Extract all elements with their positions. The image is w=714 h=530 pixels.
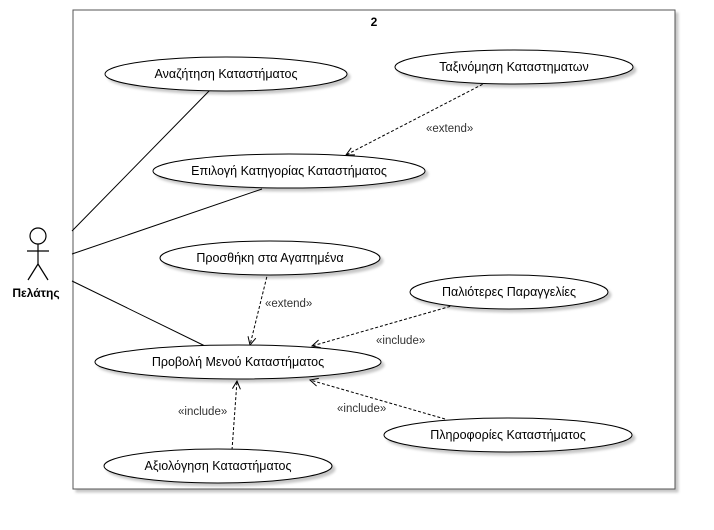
actor-right-leg [37,263,49,281]
dependencies: «extend» «extend» «include» «include» «i… [178,81,488,451]
use-case-label: Ταξινόμηση Καταστηματων [439,60,589,74]
include-arrow-info [310,380,446,420]
include-label-past-orders: «include» [376,335,425,347]
association-search [71,88,212,232]
extend-arrow-favorites [250,271,269,345]
use-case-past-orders[interactable]: Παλιότερες Παραγγελίες [409,274,609,310]
include-label-rate: «include» [178,406,227,418]
use-case-rate-store[interactable]: Αξιολόγηση Καταστήματος [103,448,333,484]
use-case-label: Αξιολόγηση Καταστήματος [145,459,292,473]
use-case-label: Πληροφορίες Καταστήματος [430,428,585,442]
actor-name: Πελάτης [12,286,59,300]
extend-label-sort: «extend» [426,123,473,135]
use-case-search-store[interactable]: Αναζήτηση Καταστήματος [104,56,348,92]
use-case-label: Προσθήκη στα Αγαπημένα [196,251,343,265]
actor-customer[interactable]: Πελάτης [12,227,60,300]
use-case-add-favorites[interactable]: Προσθήκη στα Αγαπημένα [159,240,381,276]
extend-label-favorites: «extend» [265,298,312,310]
use-case-label: Επιλογή Κατηγορίας Καταστήματος [191,164,387,178]
use-case-sort-stores[interactable]: Ταξινόμηση Καταστηματων [394,49,634,85]
use-case-view-menu[interactable]: Προβολή Μενού Καταστήματος [94,344,382,380]
include-arrow-rate [231,381,237,451]
use-case-label: Αναζήτηση Καταστήματος [154,67,297,81]
use-case-store-info[interactable]: Πληροφορίες Καταστήματος [383,417,633,453]
associations [71,88,263,347]
extend-arrow-sort [346,81,488,155]
actor-left-leg [27,263,39,281]
association-category [71,188,263,255]
use-case-label: Προβολή Μενού Καταστήματος [152,355,324,369]
system-title: 2 [371,15,378,29]
include-label-info: «include» [337,403,386,415]
association-menu [71,280,206,347]
actor-head [29,227,47,245]
use-case-label: Παλιότερες Παραγγελίες [442,285,576,299]
use-case-choose-category[interactable]: Επιλογή Κατηγορίας Καταστήματος [152,153,426,189]
